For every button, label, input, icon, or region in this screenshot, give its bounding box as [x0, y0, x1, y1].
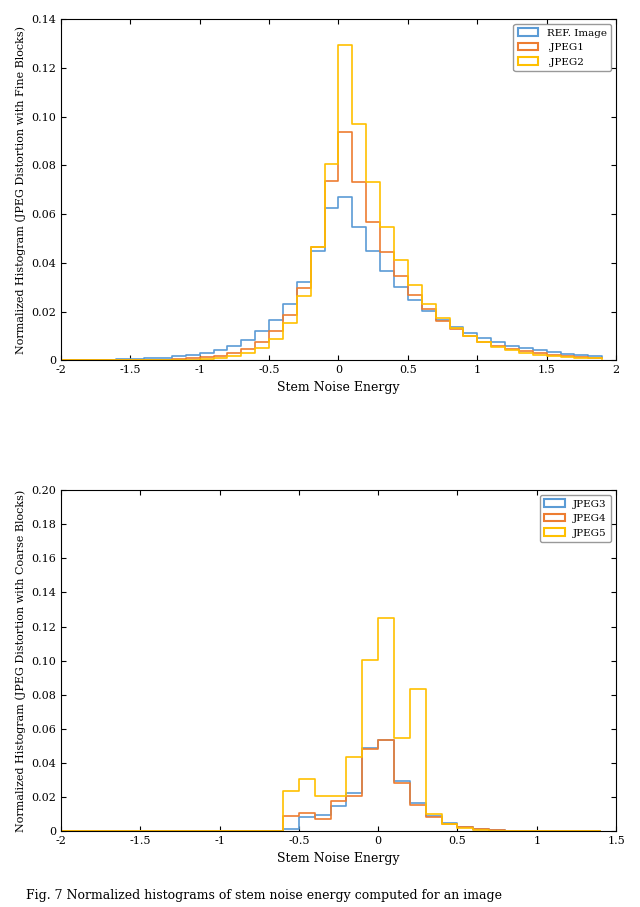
X-axis label: Stem Noise Energy: Stem Noise Energy — [277, 381, 400, 394]
Legend: REF. Image, .JPEG1, .JPEG2: REF. Image, .JPEG1, .JPEG2 — [513, 24, 611, 71]
Text: Fig. 7 Normalized histograms of stem noise energy computed for an image: Fig. 7 Normalized histograms of stem noi… — [26, 890, 502, 902]
Y-axis label: Normalized Histogram (JPEG Distortion with Coarse Blocks): Normalized Histogram (JPEG Distortion wi… — [15, 490, 26, 832]
Y-axis label: Normalized Histogram (JPEG Distortion with Fine Blocks): Normalized Histogram (JPEG Distortion wi… — [15, 25, 26, 354]
Legend: JPEG3, JPEG4, JPEG5: JPEG3, JPEG4, JPEG5 — [540, 495, 611, 541]
X-axis label: Stem Noise Energy: Stem Noise Energy — [277, 852, 400, 864]
